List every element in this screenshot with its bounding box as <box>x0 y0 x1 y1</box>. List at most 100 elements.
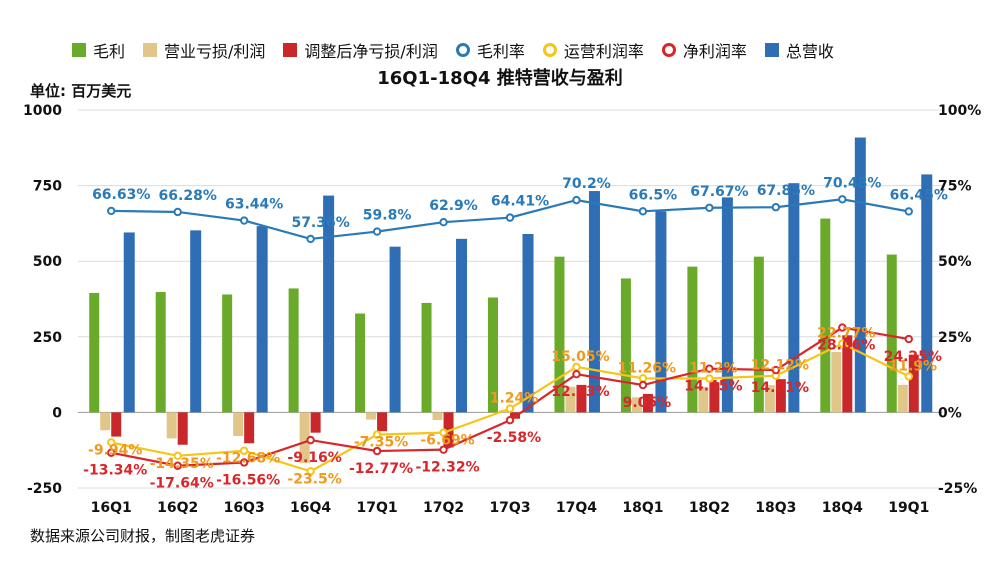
data-label: 59.8% <box>363 208 412 224</box>
x-tick-label: 17Q1 <box>357 500 398 516</box>
x-tick-label: 16Q3 <box>224 500 265 516</box>
data-label: -9.94% <box>88 442 142 458</box>
data-label: -17.64% <box>150 476 214 492</box>
data-label: 11.9% <box>888 358 937 374</box>
bar <box>565 386 576 413</box>
bar <box>456 238 468 413</box>
data-label: 15.05% <box>551 349 609 365</box>
data-label: 64.41% <box>491 194 549 210</box>
data-label: 67.67% <box>690 184 748 200</box>
data-label: -12.77% <box>349 461 413 477</box>
series-point <box>173 451 182 460</box>
axis-layer: -250 0 250 500 750 1000 -25% 0% 25% 50% 75% 100% 16Q… <box>23 103 981 516</box>
data-label: 24.25% <box>884 349 942 365</box>
x-tick-label: 18Q3 <box>755 500 796 516</box>
y-right-tick-label: 50% <box>938 254 972 270</box>
bar <box>655 211 667 413</box>
bar <box>355 313 366 413</box>
bar <box>432 412 443 420</box>
series-point <box>306 435 315 445</box>
bar <box>190 230 202 413</box>
legend-swatch-gross-profit <box>72 43 86 57</box>
series-point <box>838 339 847 348</box>
legend-label-adjusted-net-income: 调整后净亏损/利润 <box>304 42 438 61</box>
series-point <box>705 364 714 373</box>
y-left-tick-label: 750 <box>33 179 62 195</box>
y-left-tick-label: 0 <box>52 405 62 421</box>
bar <box>854 137 866 413</box>
legend-label-gross-profit: 毛利 <box>93 42 126 61</box>
data-label: 12.12% <box>751 358 809 374</box>
legend-swatch-operating-income <box>143 43 158 57</box>
bar <box>721 197 733 413</box>
bar <box>908 354 919 413</box>
x-tick-label: 16Q1 <box>91 500 132 516</box>
bar <box>576 384 587 413</box>
bar <box>631 397 642 413</box>
series-point <box>505 213 515 222</box>
series-point <box>838 323 847 332</box>
series-point <box>638 380 648 390</box>
series-point <box>439 445 448 454</box>
legend-swatch-adjusted-net-income <box>283 43 298 57</box>
bar <box>233 412 244 436</box>
series-point <box>107 448 116 457</box>
legend-label-gross-margin: 毛利率 <box>476 42 525 61</box>
data-label: 62.9% <box>429 198 478 214</box>
data-label: -14.35% <box>150 456 214 472</box>
x-tick-label: 18Q1 <box>622 500 663 516</box>
x-tick-label: 17Q4 <box>556 500 597 516</box>
data-label: 12.63% <box>551 384 609 400</box>
y-left-tick-label: 250 <box>33 330 62 346</box>
bar <box>709 382 720 413</box>
legend-item-net-margin: 净利润率 <box>661 38 747 62</box>
legend-label-operating-income: 营业亏损/利润 <box>164 42 266 61</box>
series-point <box>173 207 182 217</box>
legend-item-gross-profit: 毛利 <box>72 38 125 62</box>
data-label: 22.77% <box>817 326 875 342</box>
line-layer <box>107 195 913 476</box>
legend-item-gross-margin: 毛利率 <box>455 38 525 62</box>
bar <box>166 412 177 439</box>
data-label: -16.56% <box>216 472 280 488</box>
legend-marker-operating-margin <box>542 43 557 57</box>
series-point <box>838 195 847 204</box>
series-point <box>306 234 315 244</box>
data-label: -2.58% <box>487 430 541 446</box>
bar <box>366 412 377 420</box>
legend-label-net-margin: 净利润率 <box>682 42 747 61</box>
series-point <box>107 438 116 447</box>
grid-layer <box>78 109 942 489</box>
legend-label-total-revenue: 总营收 <box>785 42 834 61</box>
y-right-tick-label: 75% <box>938 179 972 195</box>
bar <box>753 256 764 413</box>
bar <box>698 386 709 413</box>
bar <box>642 393 653 413</box>
data-label: 66.28% <box>159 188 217 204</box>
bar <box>897 384 908 413</box>
series-point <box>306 467 315 476</box>
legend-label-operating-margin: 运营利润率 <box>563 42 644 61</box>
series-point <box>505 404 515 413</box>
bar <box>820 218 831 413</box>
data-label: -23.5% <box>287 471 341 487</box>
chart-title: 16Q1-18Q4 推特营收与盈利 <box>377 68 623 89</box>
unit-label: 单位: 百万美元 <box>30 82 132 100</box>
data-label: 14.45% <box>684 379 742 395</box>
data-label: 67.85% <box>757 183 815 199</box>
series-point <box>904 207 913 216</box>
y-right-tick-label: 100% <box>938 103 981 119</box>
bar-layer <box>89 137 933 464</box>
legend-marker-net-margin <box>661 43 676 57</box>
series-point <box>572 195 581 205</box>
legend-item-operating-income: 营业亏损/利润 <box>143 38 265 62</box>
series-point <box>439 217 448 227</box>
y-left-tick-label: 1000 <box>23 103 62 119</box>
x-tick-label: 18Q2 <box>689 500 730 516</box>
legend-item-total-revenue: 总营收 <box>764 38 834 62</box>
bar <box>123 232 135 413</box>
data-label: 63.44% <box>225 197 283 213</box>
y-right-tick-label: 25% <box>938 330 972 346</box>
bar <box>620 278 631 413</box>
bar <box>177 412 188 445</box>
